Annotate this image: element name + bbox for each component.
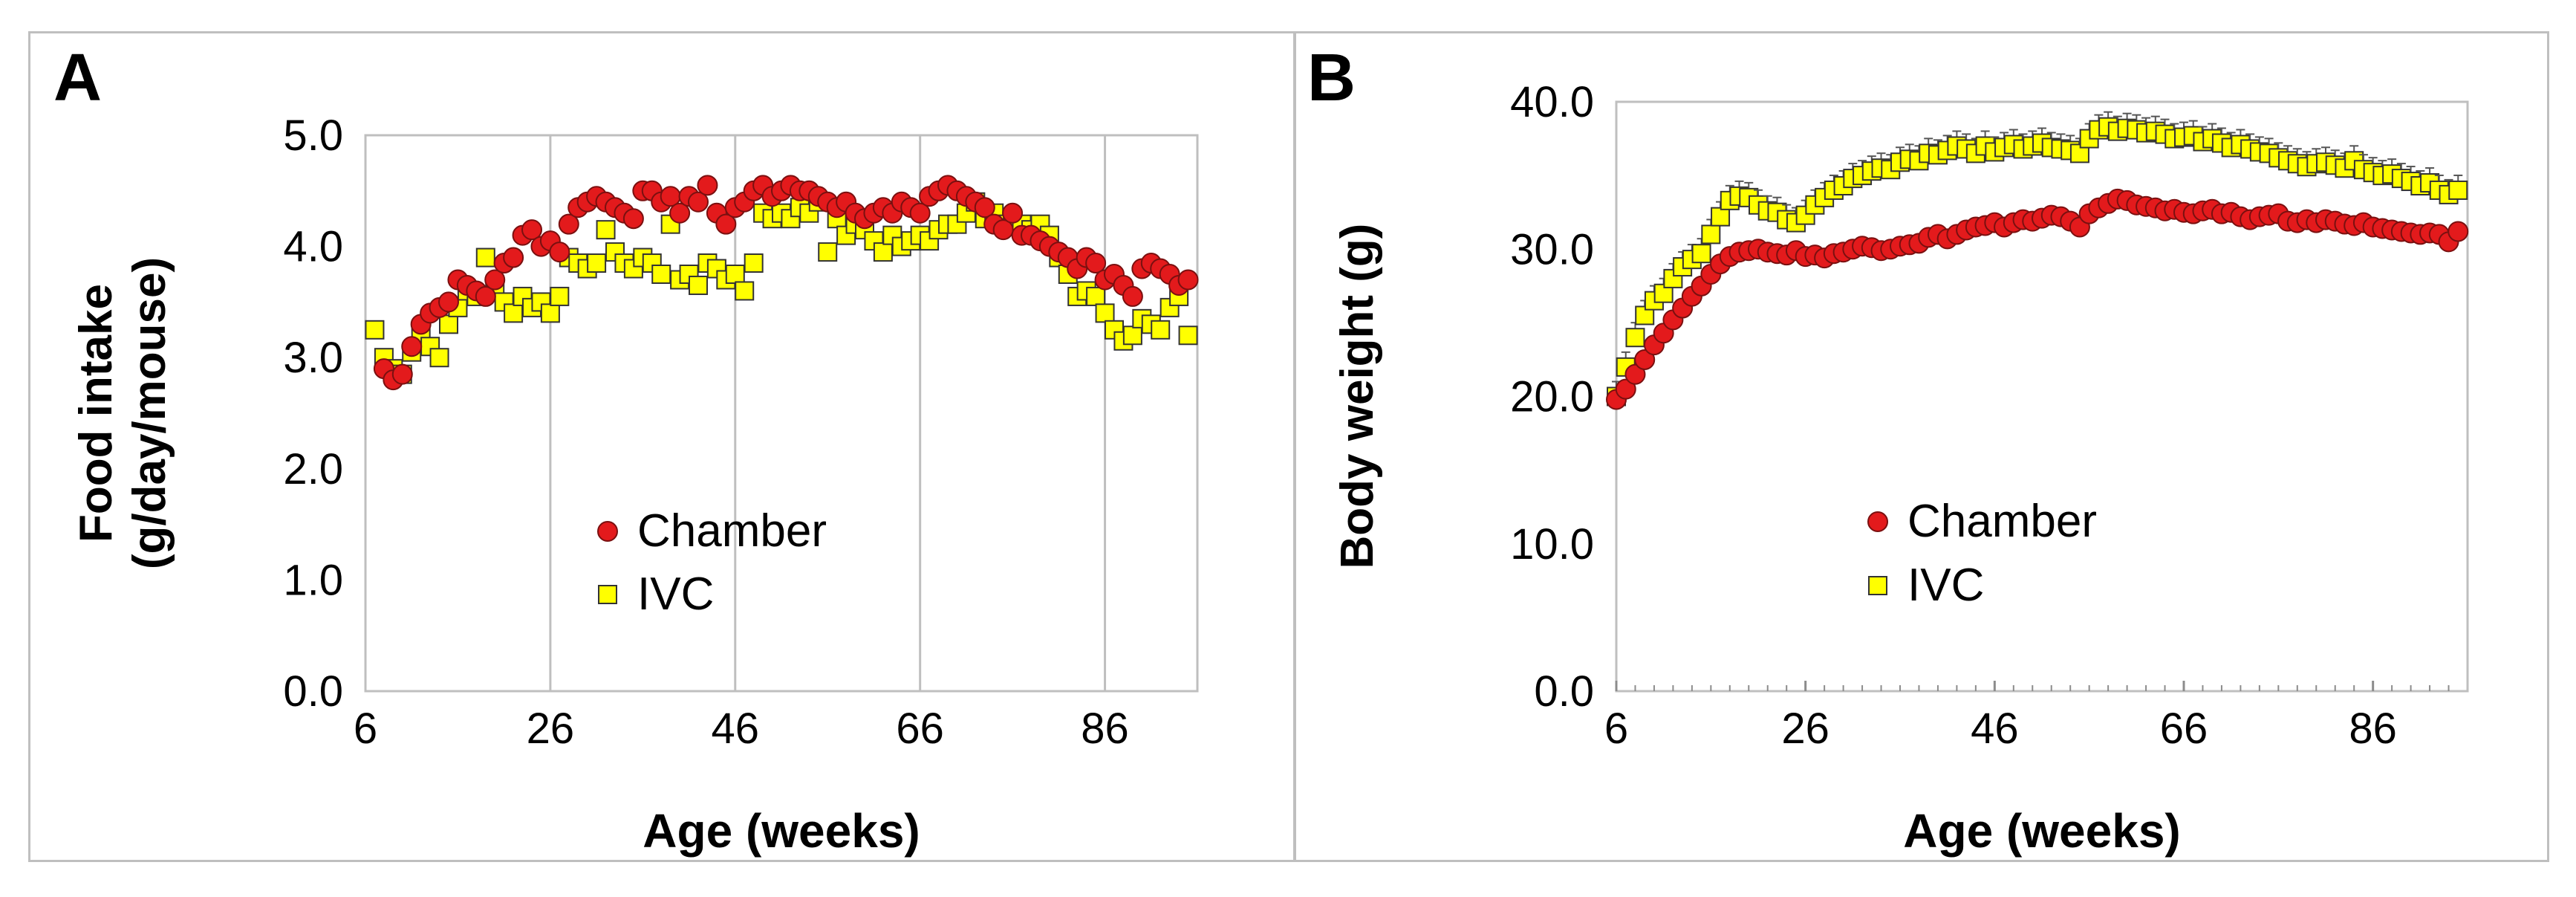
x-tick-label: 6 [354,705,377,753]
ivc-point [725,265,745,284]
panel-b: 6 26 46 66 86 0.0 10.0 20.0 30.0 40.0 B Age (weeks)… [1307,41,2469,858]
x-tick-label: 86 [1081,705,1129,753]
y-tick-label: 20.0 [1510,373,1594,421]
x-tick-label: 46 [1971,705,2019,753]
ivc-point [596,220,616,240]
ivc-point [365,320,385,340]
chamber-point [688,191,709,213]
y-tick-label: 3.0 [283,334,343,382]
ivc-point [439,314,458,334]
chamber-point [503,247,524,268]
y-tick-label: 0.0 [1534,667,1594,716]
ivc-point [735,281,755,301]
legend-chamber-marker [1867,511,1888,532]
ivc-point [1178,326,1198,346]
y-tick-label: 10.0 [1510,520,1594,569]
chamber-point [558,213,579,235]
chamber-point [622,208,644,230]
chamber-point [1122,285,1143,307]
ivc-point [1691,244,1711,264]
y-tick-label: 0.0 [283,667,343,716]
ivc-point [504,303,524,323]
panel-label: B [1307,41,1356,115]
ivc-point [429,348,449,368]
legend-chamber-label: Chamber [1907,496,2097,547]
legend-chamber-label: Chamber [637,505,827,557]
chamber-point [484,269,506,291]
chamber-point [909,202,931,224]
x-axis-title: Age (weeks) [1903,804,2180,858]
chamber-point [475,285,496,307]
chamber-point [669,202,691,224]
y-tick-label: 5.0 [283,111,343,160]
chamber-point [391,363,413,385]
x-tick-label: 86 [2349,705,2397,753]
panel-a: 6 26 46 66 86 0.0 1.0 2.0 3.0 4.0 5.0 A Age (weeks) F… [53,41,1199,858]
panel-a-frame [28,31,1295,862]
legend-ivc-marker [1868,576,1887,595]
chamber-point [974,197,995,218]
y-tick-label: 30.0 [1510,225,1594,273]
chamber-point [1634,349,1656,370]
legend-ivc-label: IVC [1907,560,1984,611]
ivc-point [744,253,764,273]
chamber-point [401,336,423,357]
ivc-point [1151,320,1171,340]
ivc-point [1095,303,1115,323]
chamber-point [697,175,718,196]
y-axis-title-line2: (g/day/mouse) [124,257,175,569]
ivc-point [550,286,570,306]
ivc-point [587,253,607,273]
panel-label: A [53,41,102,115]
legend-ivc-label: IVC [637,569,714,620]
chamber-point [1615,378,1636,400]
ivc-point [818,242,838,262]
ivc-point [540,303,560,323]
x-tick-label: 66 [2160,705,2208,753]
y-tick-label: 1.0 [283,556,343,604]
legend-chamber-marker [597,521,618,542]
y-tick-label: 40.0 [1510,78,1594,126]
x-tick-label: 6 [1604,705,1628,753]
x-tick-label: 46 [712,705,760,753]
ivc-point [1625,328,1645,348]
chamber-point [1002,202,1024,224]
chamber-point [2447,221,2469,242]
chamber-point [521,219,542,241]
y-tick-label: 4.0 [283,223,343,271]
chamber-point [549,242,570,263]
ivc-point [475,247,495,268]
ivc-point [2448,180,2468,200]
chamber-point [438,291,459,313]
ivc-point [1086,286,1106,306]
ivc-point [1701,224,1721,245]
chamber-point [992,219,1014,241]
ivc-point [873,242,893,262]
x-tick-label: 26 [1781,705,1829,753]
chamber-point [1624,363,1646,385]
x-axis-title: Age (weeks) [643,804,920,858]
chamber-point [715,213,737,235]
chamber-point [1177,269,1199,291]
x-tick-label: 66 [896,705,944,753]
y-axis-title: Body weight (g) [1332,224,1383,569]
ivc-point [651,265,671,284]
y-tick-label: 2.0 [283,445,343,493]
ivc-point [1711,207,1731,227]
chamber-point [1085,253,1107,274]
ivc-point [689,275,708,295]
ivc-point [1122,326,1142,346]
x-tick-label: 26 [527,705,575,753]
legend-ivc-marker [598,585,617,604]
y-axis-title: Food intake [71,284,122,543]
